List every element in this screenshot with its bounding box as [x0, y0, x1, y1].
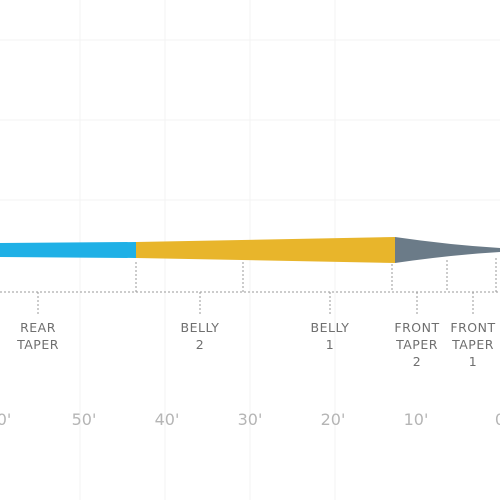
section-labels: REAR TAPER BELLY 2 BELLY 1 FRONT TAPER 2… [16, 320, 495, 369]
label: FRONT [450, 320, 495, 335]
distance-labels: 0' 50' 40' 30' 20' 10' 0 [0, 410, 500, 429]
belly [136, 237, 395, 263]
label: 2 [196, 337, 204, 352]
distance: 40' [155, 410, 180, 429]
label: REAR [20, 320, 56, 335]
front-taper [395, 237, 500, 263]
label: BELLY [311, 320, 350, 335]
distance: 30' [238, 410, 263, 429]
distance: 10' [404, 410, 429, 429]
label: TAPER [395, 337, 438, 352]
label: 2 [413, 354, 421, 369]
distance: 0' [0, 410, 11, 429]
label: TAPER [16, 337, 59, 352]
fly-line [0, 237, 500, 263]
label: 1 [469, 354, 477, 369]
distance: 0 [495, 410, 500, 429]
distance: 50' [72, 410, 97, 429]
label: FRONT [394, 320, 439, 335]
label: BELLY [181, 320, 220, 335]
label: TAPER [451, 337, 494, 352]
dimension-lines [0, 258, 500, 316]
label: 1 [326, 337, 334, 352]
running-line [0, 242, 136, 258]
distance: 20' [321, 410, 346, 429]
